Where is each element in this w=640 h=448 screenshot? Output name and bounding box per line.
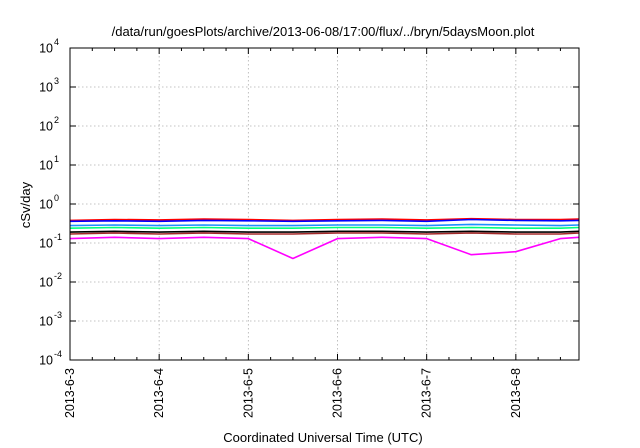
y-tick-exponent: 3 bbox=[54, 76, 59, 86]
y-tick-base: 10 bbox=[39, 159, 53, 173]
y-tick-base: 10 bbox=[39, 198, 53, 212]
y-tick-base: 10 bbox=[39, 42, 53, 56]
y-axis-label: cSv/day bbox=[18, 181, 33, 228]
series-line-1 bbox=[69, 217, 580, 222]
y-tick-base: 10 bbox=[39, 81, 53, 95]
x-tick-label: 2013-6-7 bbox=[420, 368, 434, 418]
y-tick-label: 10 -2 bbox=[39, 271, 62, 290]
y-tick-exponent: 0 bbox=[54, 193, 59, 203]
y-tick-base: 10 bbox=[39, 354, 53, 368]
y-tick-exponent: 2 bbox=[54, 115, 59, 125]
y-tick-exponent: -4 bbox=[54, 349, 62, 359]
y-tick-exponent: 4 bbox=[54, 37, 59, 47]
y-tick-label: 10 -1 bbox=[39, 232, 62, 251]
series-line-2 bbox=[69, 218, 580, 223]
series-group bbox=[69, 217, 580, 260]
y-tick-label: 10 0 bbox=[39, 193, 59, 212]
y-tick-base: 10 bbox=[39, 315, 53, 329]
x-tick-label: 2013-6-3 bbox=[63, 368, 77, 418]
y-tick-label: 10 -4 bbox=[39, 349, 62, 368]
grid bbox=[69, 47, 579, 361]
series-line-4 bbox=[69, 226, 580, 229]
y-tick-label: 10 2 bbox=[39, 115, 59, 134]
y-tick-base: 10 bbox=[39, 276, 53, 290]
y-tick-base: 10 bbox=[39, 120, 53, 134]
y-tick-label: 10 3 bbox=[39, 76, 59, 95]
y-tick-exponent: -2 bbox=[54, 271, 62, 281]
series-line-6 bbox=[69, 232, 580, 235]
x-tick-label: 2013-6-8 bbox=[509, 368, 523, 418]
y-tick-label: 10 4 bbox=[39, 37, 59, 56]
y-tick-base: 10 bbox=[39, 237, 53, 251]
series-line-3 bbox=[69, 223, 580, 227]
x-tick-label: 2013-6-4 bbox=[152, 368, 166, 418]
series-line-7 bbox=[69, 236, 580, 260]
y-tick-label: 10 -3 bbox=[39, 310, 62, 329]
y-tick-label: 10 1 bbox=[39, 154, 59, 173]
x-axis-label: Coordinated Universal Time (UTC) bbox=[223, 430, 422, 445]
series-line-5 bbox=[69, 230, 580, 233]
y-tick-exponent: -1 bbox=[54, 232, 62, 242]
y-tick-exponent: 1 bbox=[54, 154, 59, 164]
x-tick-label: 2013-6-5 bbox=[241, 368, 255, 418]
chart-title: /data/run/goesPlots/archive/2013-06-08/1… bbox=[112, 24, 535, 39]
x-tick-label: 2013-6-6 bbox=[331, 368, 345, 418]
y-tick-exponent: -3 bbox=[54, 310, 62, 320]
